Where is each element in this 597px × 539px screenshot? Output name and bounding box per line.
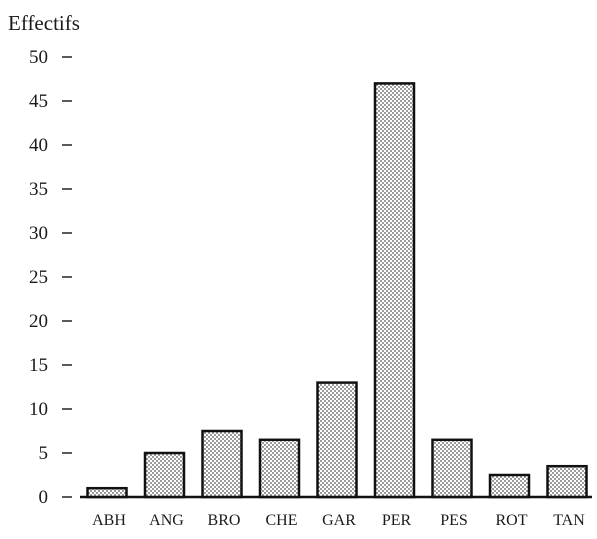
y-tick-label: 40 (29, 135, 48, 156)
y-tick-label: 50 (29, 47, 48, 68)
bar-che (258, 438, 301, 499)
x-tick-label: ANG (149, 512, 184, 529)
x-tick-label: CHE (266, 512, 298, 529)
y-tick-label: 20 (29, 311, 48, 332)
bar-pes (431, 438, 473, 499)
y-tick-label: 10 (29, 399, 48, 420)
x-tick-label: PER (382, 512, 412, 529)
y-tick-label: 25 (29, 267, 48, 288)
y-tick-label: 35 (29, 179, 48, 200)
bar-ang (143, 451, 186, 499)
bars (86, 82, 588, 499)
x-tick-label: ABH (92, 512, 126, 529)
y-axis-ticks: 0 5 10 15 20 25 30 35 40 45 50 (29, 47, 72, 508)
y-tick-label: 45 (29, 91, 48, 112)
x-axis-labels: ABH ANG BRO CHE GAR PER PES ROT TAN (92, 512, 585, 529)
y-tick-label: 30 (29, 223, 48, 244)
y-axis-title: Effectifs (8, 11, 80, 35)
x-tick-label: PES (440, 512, 468, 529)
x-tick-label: GAR (322, 512, 356, 529)
x-tick-label: ROT (496, 512, 528, 529)
bar-gar (316, 381, 358, 499)
x-tick-label: TAN (553, 512, 585, 529)
bar-rot (488, 473, 531, 499)
bar-bro (201, 429, 243, 499)
y-tick-label: 15 (29, 355, 48, 376)
bar-abh (86, 486, 128, 499)
bar-tan (546, 464, 588, 499)
bar-per (373, 82, 416, 499)
y-tick-label: 5 (39, 443, 49, 464)
x-tick-label: BRO (208, 512, 241, 529)
y-tick-label: 0 (39, 487, 49, 508)
